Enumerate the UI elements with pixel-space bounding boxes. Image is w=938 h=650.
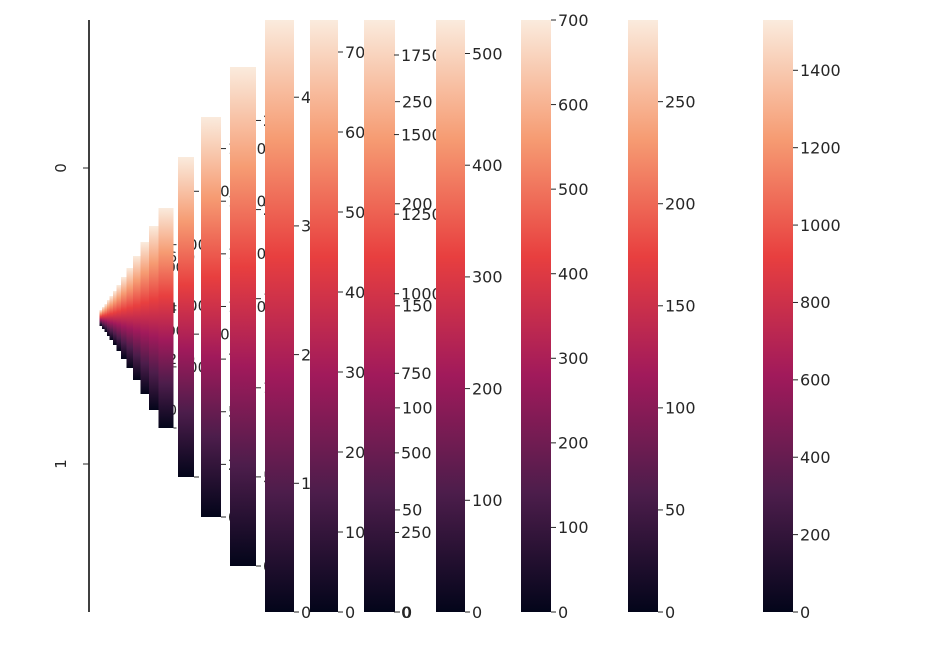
colorbar-tick-label: 150 bbox=[665, 297, 696, 316]
colorbar-tick-label: 300 bbox=[558, 349, 589, 368]
colorbar-gradient-strip bbox=[628, 20, 658, 612]
colorbar-gradient-strip bbox=[230, 67, 256, 566]
colorbar-tick-label: 400 bbox=[558, 264, 589, 283]
colorbar: 0 100 200 300 400 500 600 700 bbox=[521, 11, 589, 622]
colorbar-tick-label: 100 bbox=[558, 518, 589, 537]
colorbar-tick-label: 500 bbox=[472, 44, 503, 63]
colorbar-tick-label: 400 bbox=[800, 448, 831, 467]
colorbar-tick-label: 400 bbox=[472, 156, 503, 175]
colorbar-tick-label: 750 bbox=[401, 364, 432, 383]
colorbar-gradient-strip bbox=[158, 208, 174, 428]
colorbar-tick-label: 100 bbox=[472, 491, 503, 510]
colorbar-gradient-strip bbox=[99, 310, 103, 326]
colorbar-tick-label: 700 bbox=[558, 11, 589, 30]
colorbar-tick-label: 200 bbox=[472, 379, 503, 398]
colorbar-tick-label: 500 bbox=[558, 180, 589, 199]
colorbar-tick-label: 200 bbox=[558, 434, 589, 453]
colorbar-tick-label: 200 bbox=[402, 194, 433, 213]
colorbar-gradient-strip bbox=[265, 20, 294, 612]
colorbar: 0 250 500 750 1000 1250 1500 1750 bbox=[366, 20, 442, 622]
colorbar-tick-label: 150 bbox=[402, 297, 433, 316]
colorbar-tick-label: 50 bbox=[402, 501, 422, 520]
colorbar-gradient-strip bbox=[521, 20, 551, 612]
colorbar-tick-label: 0 bbox=[401, 603, 411, 622]
colorbar-tick-label: 100 bbox=[665, 399, 696, 418]
colorbar-tick-label: 1250 bbox=[401, 205, 442, 224]
colorbar-gradient-strip bbox=[126, 268, 138, 368]
colorbar: 0 200 400 600 800 1000 1200 1400 bbox=[763, 20, 841, 622]
colorbar-tick-label: 600 bbox=[800, 371, 831, 390]
foreground-colorbars: 0250500025050075010001250150017500501001… bbox=[178, 11, 841, 622]
colorbar-tick-label: 800 bbox=[800, 293, 831, 312]
colorbar-tick-label: 200 bbox=[665, 194, 696, 213]
colorbar-tick-label: 0 bbox=[345, 603, 355, 622]
colorbar-tick-label: 1000 bbox=[800, 216, 841, 235]
colorbar-gradient-strip bbox=[102, 307, 106, 329]
colorbar-tick-label: 1200 bbox=[800, 138, 841, 157]
colorbar-tick-label: 300 bbox=[472, 268, 503, 287]
colorbar-tick-label: 0 bbox=[800, 603, 810, 622]
colorbar-tick-label: 200 bbox=[800, 525, 831, 544]
colorbar-gradient-strip bbox=[366, 20, 394, 612]
y-tick-label: 0 bbox=[52, 163, 70, 173]
colorbar-tick-label: 500 bbox=[401, 444, 432, 463]
colorbar-tick-label: 0 bbox=[558, 603, 568, 622]
colorbar-tick-label: 250 bbox=[665, 92, 696, 111]
colorbar-tick-label: 250 bbox=[401, 523, 432, 542]
y-tick-label: 1 bbox=[52, 459, 70, 469]
colorbar-gradient-strip bbox=[201, 117, 221, 517]
colorbar-tick-label: 0 bbox=[301, 603, 311, 622]
colorbar-tick-label: 100 bbox=[402, 399, 433, 418]
colorbar: 0 100 200 300 400 500 bbox=[436, 20, 503, 622]
colorbar-gradient-strip bbox=[121, 277, 131, 359]
colorbar-tick-label: 1500 bbox=[401, 125, 442, 144]
colorbar-gradient-strip bbox=[178, 157, 194, 477]
colorbar-tick-label: 1750 bbox=[401, 46, 442, 65]
colorbar: 0 50 100 150 200 250 bbox=[628, 20, 696, 622]
colorbar-tick-label: 600 bbox=[558, 95, 589, 114]
colorbar-tick-label: 250 bbox=[402, 92, 433, 111]
colorbar-tick-label: 1000 bbox=[401, 284, 442, 303]
colorbar-tick-label: 50 bbox=[665, 501, 685, 520]
colorbar-tick-label: 0 bbox=[402, 603, 412, 622]
heatmap-y-axis: 01 bbox=[52, 20, 90, 612]
colorbar-gradient-strip bbox=[310, 20, 338, 612]
background-colorbars: 0100204005001000100200010020001002000200… bbox=[99, 208, 207, 437]
colorbar-tick-label: 0 bbox=[472, 603, 482, 622]
colorbar-tick-label: 0 bbox=[665, 603, 675, 622]
colorbar-gradient-strip bbox=[436, 20, 465, 612]
colorbar-gradient-strip bbox=[763, 20, 793, 612]
colorbar-tick-label: 1400 bbox=[800, 61, 841, 80]
